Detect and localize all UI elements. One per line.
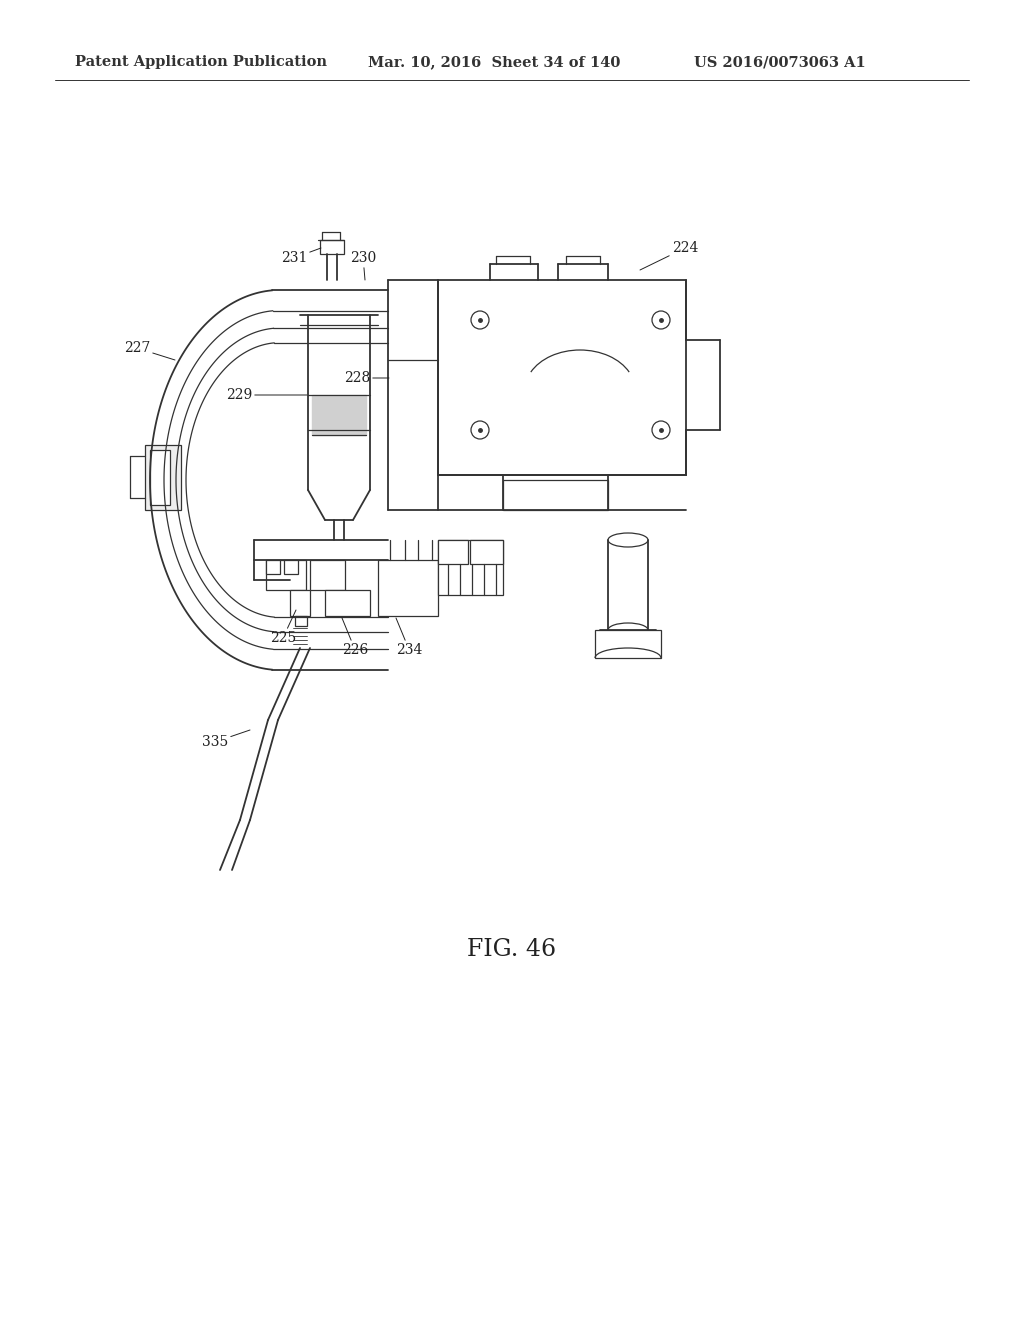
Ellipse shape	[608, 533, 648, 546]
Text: 234: 234	[396, 618, 422, 657]
Circle shape	[652, 421, 670, 440]
Bar	[266, 560, 280, 574]
Bar	[438, 540, 503, 595]
Text: 228: 228	[344, 371, 389, 385]
Text: 225: 225	[269, 610, 296, 645]
Text: 229: 229	[225, 388, 307, 403]
Circle shape	[471, 312, 489, 329]
Bar	[438, 540, 468, 564]
Bar	[325, 590, 370, 616]
Bar	[295, 616, 307, 626]
Bar	[438, 280, 686, 475]
Text: Patent Application Publication: Patent Application Publication	[75, 55, 327, 69]
Bar	[310, 560, 345, 590]
Bar	[378, 560, 438, 616]
Bar	[266, 560, 306, 590]
Text: Mar. 10, 2016  Sheet 34 of 140: Mar. 10, 2016 Sheet 34 of 140	[368, 55, 621, 69]
Circle shape	[471, 421, 489, 440]
Text: US 2016/0073063 A1: US 2016/0073063 A1	[694, 55, 865, 69]
Polygon shape	[312, 395, 366, 436]
Bar	[470, 540, 503, 564]
Text: 231: 231	[281, 248, 321, 265]
Bar	[284, 560, 298, 574]
Text: 224: 224	[640, 242, 698, 271]
Text: 227: 227	[124, 341, 175, 360]
Ellipse shape	[608, 623, 648, 638]
Bar	[150, 450, 170, 506]
Bar	[145, 445, 181, 510]
Bar	[290, 590, 310, 616]
Text: 335: 335	[202, 730, 250, 748]
Text: 226: 226	[342, 618, 369, 657]
Bar	[595, 630, 662, 657]
Circle shape	[652, 312, 670, 329]
Bar	[503, 480, 608, 510]
Bar	[319, 240, 344, 253]
Text: 230: 230	[350, 251, 376, 280]
Text: FIG. 46: FIG. 46	[467, 939, 557, 961]
